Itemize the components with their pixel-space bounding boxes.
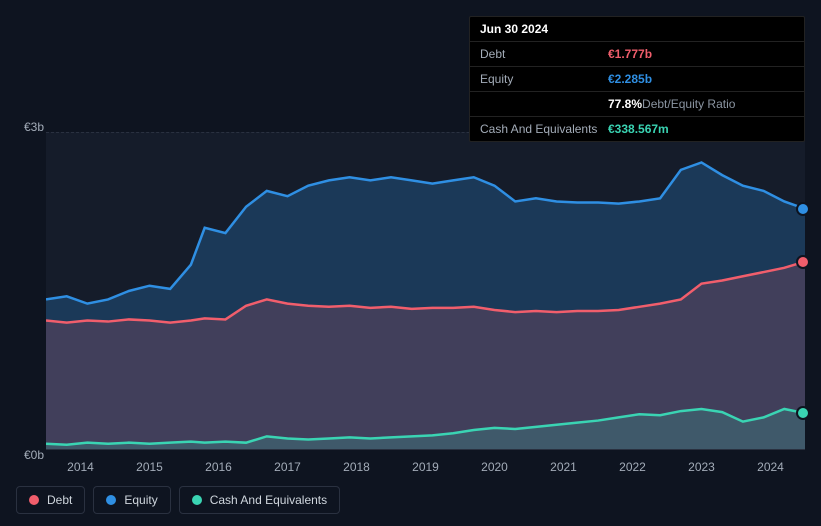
- tooltip-row-cash: Cash And Equivalents €338.567m: [470, 117, 804, 141]
- tooltip-label: Debt: [480, 47, 608, 61]
- series-end-marker: [796, 255, 810, 269]
- legend-item-cash[interactable]: Cash And Equivalents: [179, 486, 340, 514]
- x-axis-label: 2016: [184, 460, 253, 478]
- tooltip-suffix: Debt/Equity Ratio: [642, 97, 735, 111]
- tooltip-row-equity: Equity €2.285b: [470, 67, 804, 92]
- x-axis-label: 2015: [115, 460, 184, 478]
- x-axis-label: 2014: [46, 460, 115, 478]
- legend-item-debt[interactable]: Debt: [16, 486, 85, 514]
- y-axis-label-top: €3b: [22, 120, 44, 134]
- legend-label: Cash And Equivalents: [210, 493, 327, 507]
- y-axis-label-bottom: €0b: [22, 448, 44, 462]
- plot[interactable]: [46, 132, 805, 450]
- tooltip-label: Cash And Equivalents: [480, 122, 608, 136]
- x-axis-label: 2024: [736, 460, 805, 478]
- x-axis-label: 2017: [253, 460, 322, 478]
- x-axis-label: 2019: [391, 460, 460, 478]
- series-end-marker: [796, 406, 810, 420]
- x-axis-label: 2018: [322, 460, 391, 478]
- tooltip-label: Equity: [480, 72, 608, 86]
- tooltip-date: Jun 30 2024: [480, 22, 548, 36]
- cash-dot-icon: [192, 495, 202, 505]
- legend-label: Equity: [124, 493, 157, 507]
- legend-item-equity[interactable]: Equity: [93, 486, 170, 514]
- x-axis-label: 2023: [667, 460, 736, 478]
- tooltip-value: €338.567m: [608, 122, 669, 136]
- tooltip-row-debt: Debt €1.777b: [470, 42, 804, 67]
- tooltip-date-row: Jun 30 2024: [470, 17, 804, 42]
- equity-dot-icon: [106, 495, 116, 505]
- x-axis-label: 2021: [529, 460, 598, 478]
- tooltip: Jun 30 2024 Debt €1.777b Equity €2.285b …: [469, 16, 805, 142]
- tooltip-value: €1.777b: [608, 47, 652, 61]
- series-end-marker: [796, 202, 810, 216]
- tooltip-row-ratio: 77.8% Debt/Equity Ratio: [470, 92, 804, 117]
- chart-container: Jun 30 2024 Debt €1.777b Equity €2.285b …: [0, 0, 821, 526]
- tooltip-value: €2.285b: [608, 72, 652, 86]
- x-axis-label: 2020: [460, 460, 529, 478]
- x-axis-label: 2022: [598, 460, 667, 478]
- x-axis: 2014201520162017201820192020202120222023…: [46, 460, 805, 478]
- legend-label: Debt: [47, 493, 72, 507]
- tooltip-value: 77.8%: [608, 97, 642, 111]
- chart-area: €3b €0b: [16, 124, 805, 458]
- legend: Debt Equity Cash And Equivalents: [16, 486, 340, 514]
- debt-dot-icon: [29, 495, 39, 505]
